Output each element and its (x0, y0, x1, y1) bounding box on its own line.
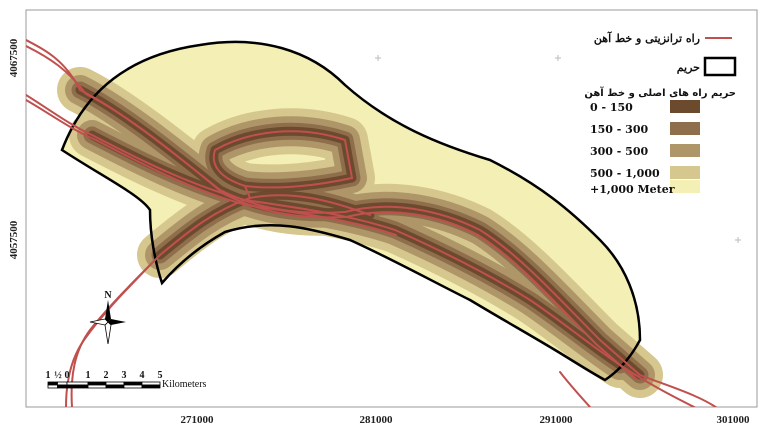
legend-swatch-0-150 (670, 100, 700, 113)
legend-class-label: 0 - 150 (590, 101, 633, 114)
scale-number: ½ (54, 370, 62, 381)
scale-unit-label: Kilometers (162, 379, 207, 390)
scale-number: 5 (158, 370, 163, 381)
x-tick-label: 301000 (717, 414, 751, 426)
x-tick-label: 281000 (360, 414, 394, 426)
x-tick-label: 271000 (181, 414, 215, 426)
legend-class-label: 500 - 1,000 (590, 167, 660, 180)
scale-number: 3 (122, 370, 127, 381)
scale-number: 1 (86, 370, 91, 381)
legend-class-label: 150 - 300 (590, 123, 648, 136)
scale-bar: 1 ½ 0 1 2 3 4 5 Kilometers (46, 370, 207, 390)
scale-bar-segments (47, 381, 161, 389)
legend-swatch-1000-plus (670, 180, 700, 193)
scale-bar-numbers: 1 ½ 0 1 2 3 4 5 (46, 370, 163, 381)
scale-number: 2 (104, 370, 109, 381)
study-area-outline (60, 40, 642, 382)
scale-number: 0 (65, 370, 70, 381)
scale-number: 1 (46, 370, 51, 381)
legend-class-label: +1,000 Meter (590, 183, 675, 196)
legend-swatch-500-1000 (670, 166, 700, 179)
scale-number: 4 (140, 370, 145, 381)
legend-classes-title: حریم راه های اصلی و خط آهن (584, 86, 736, 99)
x-tick-label: 291000 (540, 414, 574, 426)
north-arrow-icon: N (89, 290, 126, 345)
legend: راه ترانزیتی و خط آهن حریم حریم راه های … (584, 31, 737, 196)
y-tick-label: 4057500 (8, 220, 20, 259)
y-tick-label: 4067500 (8, 38, 20, 77)
y-axis-ticks: 4067500 4057500 (8, 38, 20, 259)
legend-road-label: راه ترانزیتی و خط آهن (594, 31, 700, 45)
legend-classes: 0 - 150 150 - 300 300 - 500 500 - 1,000 … (590, 100, 700, 196)
north-label: N (104, 290, 112, 301)
legend-boundary-label: حریم (677, 61, 700, 74)
legend-swatch-300-500 (670, 144, 700, 157)
legend-swatch-150-300 (670, 122, 700, 135)
legend-boundary-swatch (703, 56, 737, 77)
x-axis-ticks: 271000 281000 291000 301000 (181, 414, 751, 426)
legend-class-label: 300 - 500 (590, 145, 648, 158)
